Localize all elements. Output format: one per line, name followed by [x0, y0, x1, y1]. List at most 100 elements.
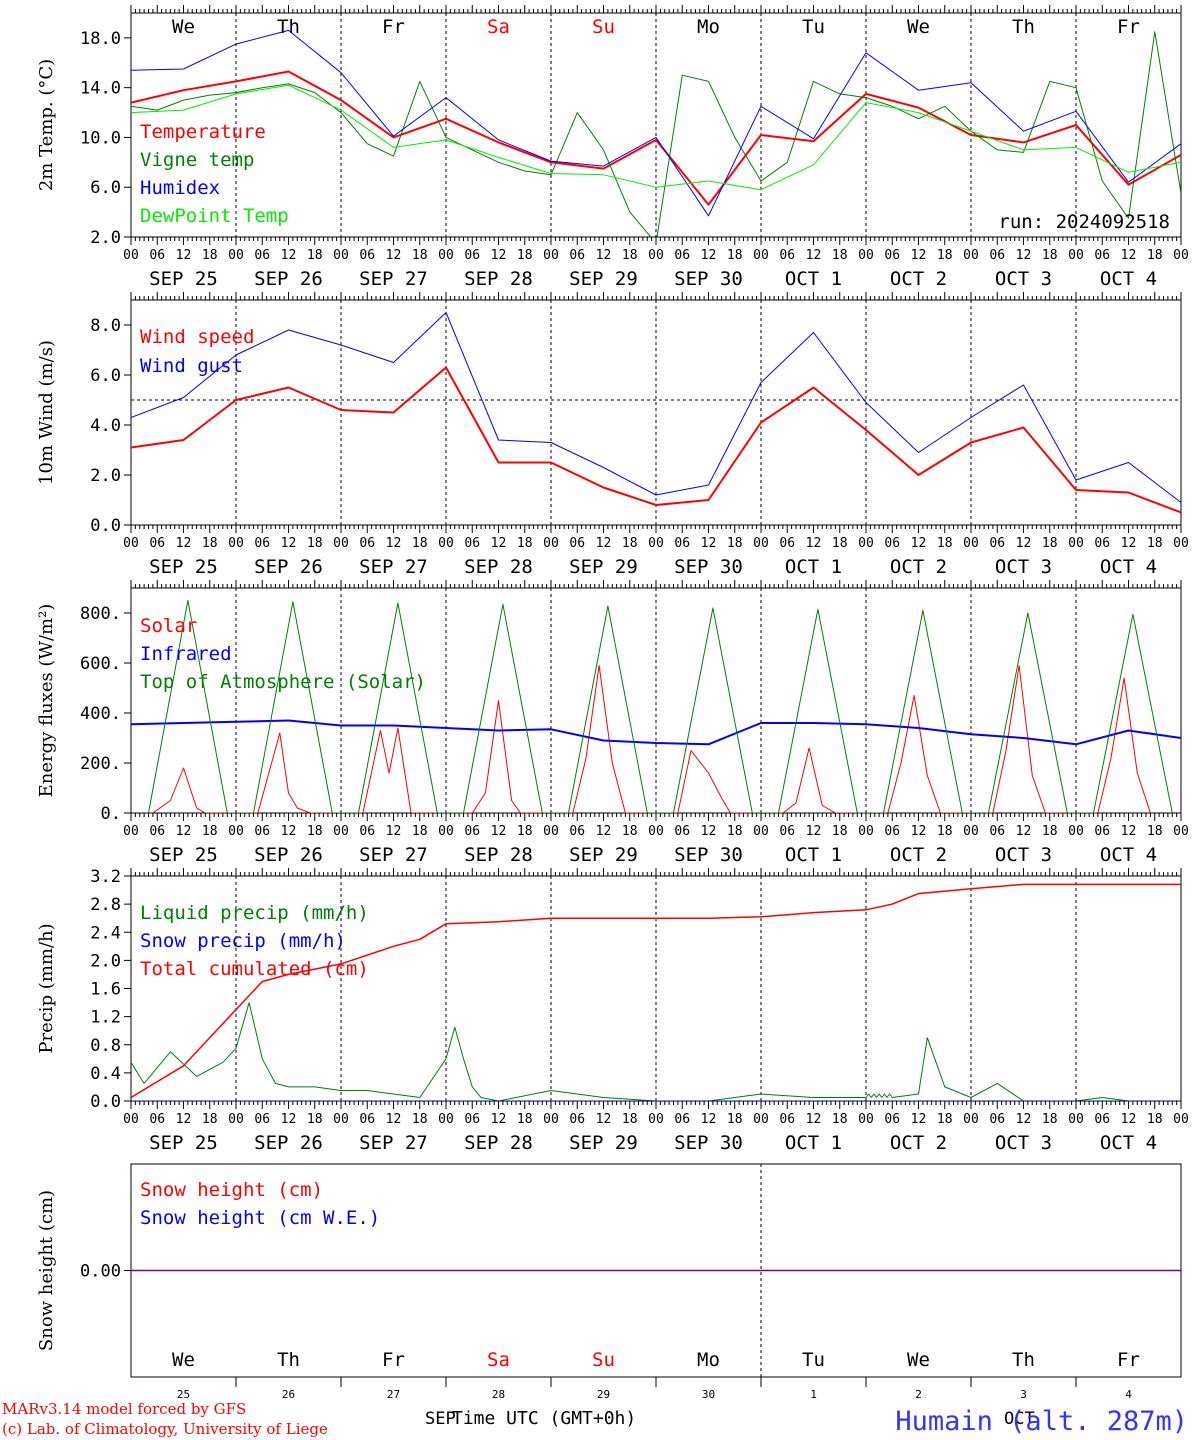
hour-label: 00: [228, 536, 244, 551]
date-label: SEP 25: [149, 844, 218, 866]
hour-label: 18: [622, 248, 638, 263]
date-label: SEP 25: [149, 556, 218, 578]
hour-label: 18: [832, 248, 848, 263]
hour-label: 00: [963, 1112, 979, 1127]
hour-label: 00: [648, 824, 664, 839]
hour-label: 18: [517, 248, 533, 263]
footer-lab-line: (c) Lab. of Climatology, University of L…: [2, 1420, 328, 1438]
hour-label: 18: [937, 536, 953, 551]
legend-entry: Liquid precip (mm/h): [140, 902, 369, 924]
hour-label: 06: [254, 536, 270, 551]
date-label: SEP 26: [254, 268, 323, 290]
date-label: OCT 2: [890, 268, 947, 290]
y-tick-label: 6.0: [90, 178, 121, 198]
hour-label: 00: [543, 248, 559, 263]
date-label: OCT 2: [890, 844, 947, 866]
hour-label: 00: [963, 248, 979, 263]
legend-entry: Wind gust: [140, 355, 243, 377]
date-label: SEP 26: [254, 1132, 323, 1154]
y-tick-label: 0.: [101, 804, 121, 824]
series-line: [131, 84, 1181, 191]
hour-label: 18: [622, 824, 638, 839]
hour-label: 18: [727, 1112, 743, 1127]
hour-label: 18: [517, 1112, 533, 1127]
hour-label: 18: [307, 248, 323, 263]
hour-label: 18: [412, 1112, 428, 1127]
hour-label: 12: [911, 248, 927, 263]
y-tick-label: 0.4: [90, 1064, 121, 1084]
y-tick-label: 0.00: [80, 1262, 121, 1282]
hour-label: 06: [569, 824, 585, 839]
hour-label: 12: [281, 536, 297, 551]
hour-label: 18: [1042, 824, 1058, 839]
y-tick-label: 2.8: [90, 895, 121, 915]
hour-label: 06: [359, 248, 375, 263]
date-label: OCT 1: [785, 268, 842, 290]
date-label: SEP 27: [359, 1132, 428, 1154]
date-label: OCT 3: [995, 844, 1052, 866]
hour-label: 00: [963, 536, 979, 551]
hour-label: 12: [911, 824, 927, 839]
date-label: SEP 25: [149, 1132, 218, 1154]
hour-label: 06: [1094, 824, 1110, 839]
date-label: SEP 29: [569, 844, 638, 866]
hour-label: 06: [779, 824, 795, 839]
series-line: [131, 883, 1181, 1099]
date-label: OCT 4: [1100, 1132, 1157, 1154]
hour-label: 18: [727, 824, 743, 839]
hour-label: 18: [832, 824, 848, 839]
hour-label: 12: [176, 536, 192, 551]
hour-label: 00: [858, 536, 874, 551]
y-tick-label: 400.: [80, 704, 121, 724]
hour-label: 18: [1147, 248, 1163, 263]
panel-frame: [130, 12, 1182, 238]
hour-label: 00: [543, 536, 559, 551]
hour-label: 18: [727, 248, 743, 263]
hour-label: 00: [333, 824, 349, 839]
hour-label: 00: [648, 536, 664, 551]
day-number-label: 4: [1125, 1388, 1132, 1401]
date-label: SEP 28: [464, 556, 533, 578]
hour-label: 06: [254, 248, 270, 263]
hour-label: 00: [1173, 824, 1189, 839]
hour-label: 00: [333, 536, 349, 551]
hour-label: 00: [648, 248, 664, 263]
hour-label: 18: [622, 536, 638, 551]
date-label: SEP 28: [464, 844, 533, 866]
hour-label: 18: [202, 824, 218, 839]
day-name-label: Th: [277, 16, 300, 38]
hour-label: 18: [202, 248, 218, 263]
hour-label: 12: [596, 248, 612, 263]
hour-label: 12: [176, 248, 192, 263]
day-name-label: We: [907, 16, 930, 38]
y-tick-label: 2.0: [90, 466, 121, 486]
hour-label: 00: [858, 1112, 874, 1127]
hour-label: 00: [123, 536, 139, 551]
hour-label: 00: [1173, 1112, 1189, 1127]
hour-label: 12: [386, 1112, 402, 1127]
day-name-label: We: [172, 16, 195, 38]
legend-entry: Snow precip (mm/h): [140, 930, 346, 952]
y-axis-label: Snow height (cm): [36, 1190, 57, 1351]
hour-label: 06: [1094, 248, 1110, 263]
hour-label: 00: [753, 536, 769, 551]
hour-label: 06: [569, 1112, 585, 1127]
hour-label: 00: [753, 1112, 769, 1127]
y-tick-label: 4.0: [90, 416, 121, 436]
footer-model-line: MARv3.14 model forced by GFS: [2, 1400, 246, 1418]
hour-label: 12: [701, 536, 717, 551]
date-label: OCT 4: [1100, 556, 1157, 578]
run-annotation: run: 2024092518: [998, 211, 1170, 233]
hour-label: 06: [149, 248, 165, 263]
series-line: [152, 665, 1151, 813]
date-label: OCT 2: [890, 1132, 947, 1154]
hour-label: 06: [149, 1112, 165, 1127]
station-label: Humain (alt. 287m): [895, 1406, 1188, 1437]
hour-label: 18: [412, 248, 428, 263]
hour-label: 12: [596, 536, 612, 551]
day-name-label: We: [907, 1349, 930, 1371]
series-line: [131, 70, 1181, 206]
hour-label: 06: [359, 1112, 375, 1127]
legend-entry: Infrared: [140, 643, 232, 665]
day-name-label: Th: [1012, 16, 1035, 38]
